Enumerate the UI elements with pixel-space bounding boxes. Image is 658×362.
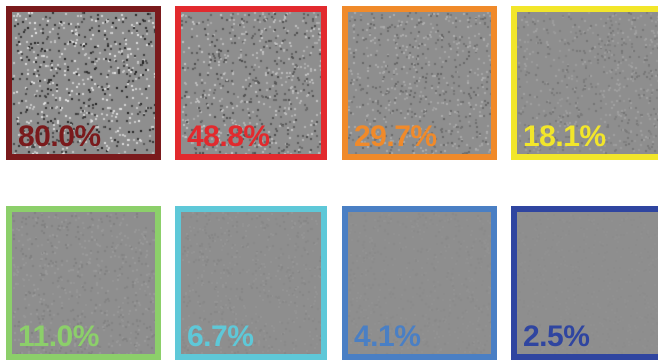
contrast-label: 4.1% (354, 320, 421, 353)
dot-noise-pattern (181, 212, 321, 354)
contrast-panel-4: 18.1% (511, 6, 658, 160)
contrast-panel-3: 29.7% (342, 6, 497, 160)
dot-noise-pattern (12, 12, 155, 154)
contrast-panel-2: 48.8% (175, 6, 327, 160)
dot-noise-pattern (517, 212, 658, 354)
contrast-label: 48.8% (187, 120, 270, 153)
contrast-label: 18.1% (523, 120, 606, 153)
dot-noise-pattern (517, 12, 658, 154)
contrast-panel-6: 6.7% (175, 206, 327, 360)
contrast-panel-1: 80.0% (6, 6, 161, 160)
dot-noise-pattern (181, 12, 321, 154)
dot-noise-pattern (348, 12, 491, 154)
contrast-label: 80.0% (18, 120, 101, 153)
dot-noise-pattern (348, 212, 491, 354)
contrast-panel-7: 4.1% (342, 206, 497, 360)
contrast-panel-8: 2.5% (511, 206, 658, 360)
contrast-label: 29.7% (354, 120, 437, 153)
contrast-label: 11.0% (18, 320, 99, 353)
contrast-panel-5: 11.0% (6, 206, 161, 360)
contrast-label: 2.5% (523, 320, 590, 353)
contrast-label: 6.7% (187, 320, 254, 353)
dot-noise-pattern (12, 212, 155, 354)
